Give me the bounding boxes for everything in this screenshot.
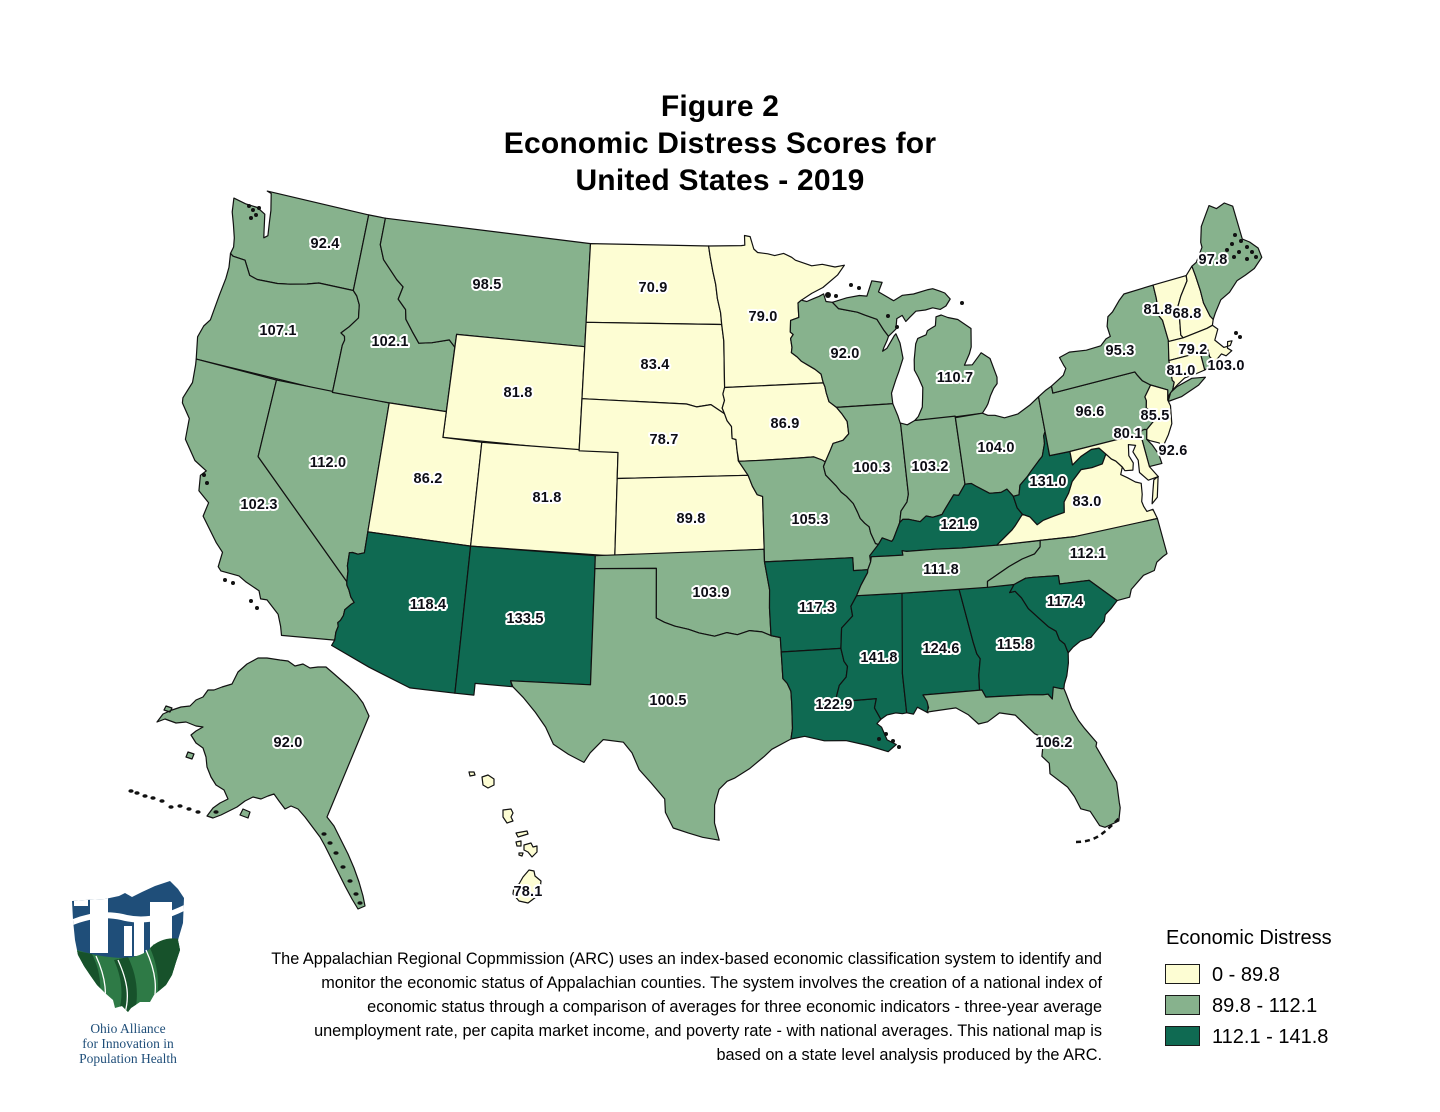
svg-text:70.9: 70.9 [638,280,667,296]
svg-text:124.6: 124.6 [922,641,959,657]
svg-text:106.2: 106.2 [1035,735,1072,751]
svg-text:100.5: 100.5 [649,693,686,709]
svg-text:79.0: 79.0 [748,309,777,325]
svg-text:121.9: 121.9 [940,517,977,533]
svg-text:78.7: 78.7 [649,432,678,448]
svg-text:103.2: 103.2 [911,459,948,475]
svg-text:141.8: 141.8 [860,650,897,666]
svg-text:81.8: 81.8 [532,490,561,506]
svg-text:68.8: 68.8 [1172,306,1201,322]
svg-text:83.0: 83.0 [1072,494,1101,510]
svg-text:83.4: 83.4 [640,357,669,373]
svg-text:96.6: 96.6 [1075,404,1104,420]
svg-text:81.8: 81.8 [503,385,532,401]
svg-text:95.3: 95.3 [1105,343,1134,359]
svg-text:81.8: 81.8 [1143,302,1172,318]
svg-text:131.0: 131.0 [1029,474,1066,490]
svg-text:100.3: 100.3 [853,460,890,476]
svg-text:92.6: 92.6 [1158,443,1187,459]
svg-text:115.8: 115.8 [997,637,1034,653]
svg-text:107.1: 107.1 [259,323,296,339]
svg-text:97.8: 97.8 [1198,252,1227,268]
svg-text:89.8: 89.8 [676,511,705,527]
svg-text:110.7: 110.7 [937,370,974,386]
svg-text:98.5: 98.5 [472,277,501,293]
svg-text:112.0: 112.0 [310,455,347,471]
svg-text:102.1: 102.1 [371,334,408,350]
svg-text:117.4: 117.4 [1047,594,1084,610]
svg-text:117.3: 117.3 [799,600,836,616]
svg-text:133.5: 133.5 [506,611,543,627]
svg-text:92.0: 92.0 [273,735,302,751]
svg-text:118.4: 118.4 [410,597,447,613]
svg-text:79.2: 79.2 [1178,342,1207,358]
svg-text:112.1: 112.1 [1070,546,1107,562]
svg-text:92.0: 92.0 [830,346,859,362]
svg-text:105.3: 105.3 [791,512,828,528]
svg-text:80.1: 80.1 [1113,426,1142,442]
svg-text:122.9: 122.9 [815,697,852,713]
svg-text:86.2: 86.2 [413,471,442,487]
svg-text:92.4: 92.4 [310,236,339,252]
svg-text:85.5: 85.5 [1140,408,1169,424]
svg-text:81.0: 81.0 [1166,363,1195,379]
svg-text:111.8: 111.8 [923,562,959,578]
svg-text:103.0: 103.0 [1207,358,1244,374]
svg-text:86.9: 86.9 [770,416,799,432]
svg-text:78.1: 78.1 [513,884,542,900]
svg-text:104.0: 104.0 [977,440,1014,456]
svg-text:103.9: 103.9 [692,585,729,601]
svg-text:102.3: 102.3 [240,497,277,513]
